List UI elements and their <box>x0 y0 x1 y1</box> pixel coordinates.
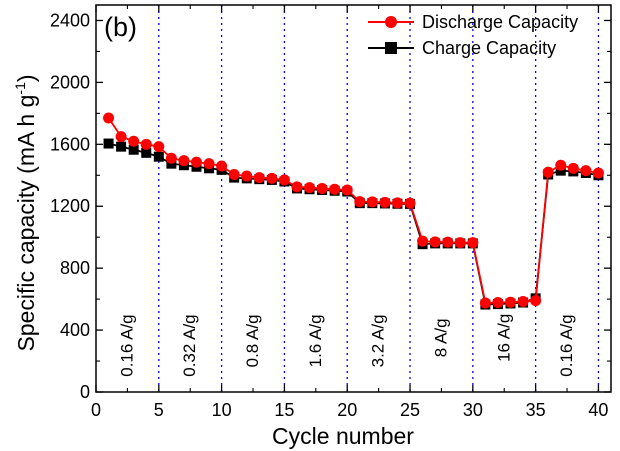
rate-label: 8 A/g <box>431 318 450 357</box>
x-tick-label: 30 <box>463 400 483 420</box>
data-point <box>278 174 290 186</box>
data-point <box>530 295 542 307</box>
data-point <box>316 182 328 194</box>
data-point <box>190 156 202 168</box>
data-point <box>492 297 504 309</box>
y-axis-title-superscript: -1 <box>12 82 28 95</box>
x-tick-label: 25 <box>400 400 420 420</box>
data-point <box>165 152 177 164</box>
x-tick-label: 35 <box>526 400 546 420</box>
data-point <box>115 131 127 143</box>
data-point <box>592 167 604 179</box>
data-point <box>454 237 466 249</box>
x-tick-label: 5 <box>154 400 164 420</box>
rate-label: 0.32 A/g <box>180 314 199 376</box>
data-point <box>505 296 517 308</box>
rate-label: 0.16 A/g <box>117 314 136 376</box>
y-axis-title-close: ) <box>13 74 39 82</box>
data-point <box>291 181 303 193</box>
y-axis-title: Specific capacity (mA h g-1) <box>12 74 39 351</box>
data-point <box>103 112 115 124</box>
data-point <box>228 169 240 181</box>
x-tick-label: 20 <box>337 400 357 420</box>
rate-label: 1.6 A/g <box>306 314 325 367</box>
data-point <box>354 196 366 208</box>
x-tick-label: 15 <box>274 400 294 420</box>
data-point <box>329 183 341 195</box>
data-point <box>141 147 152 158</box>
data-point <box>304 182 316 194</box>
data-point <box>128 135 140 147</box>
data-point <box>555 159 567 171</box>
legend: Discharge Capacity Charge Capacity <box>368 12 578 58</box>
data-point <box>216 160 228 172</box>
data-point <box>266 172 278 184</box>
rate-labels: 0.16 A/g 0.32 A/g 0.8 A/g 1.6 A/g 3.2 A/g 8 A… <box>117 314 576 377</box>
data-point <box>128 144 139 155</box>
data-point <box>567 162 579 174</box>
panel-label: (b) <box>104 12 137 42</box>
series-layer <box>103 112 604 310</box>
data-point <box>253 172 265 184</box>
data-point <box>153 141 165 153</box>
data-point <box>341 184 353 196</box>
data-point <box>467 237 479 249</box>
data-point <box>429 236 441 248</box>
y-tick-label: 2400 <box>50 10 90 30</box>
data-point <box>203 158 215 170</box>
data-point <box>379 196 391 208</box>
rate-label: 3.2 A/g <box>369 314 388 367</box>
y-tick-label: 2000 <box>50 72 90 92</box>
rate-label: 0.16 A/g <box>557 314 576 376</box>
series-discharge <box>103 112 604 309</box>
series-line <box>107 117 599 304</box>
y-tick-label: 1600 <box>50 134 90 154</box>
rate-label: 0.8 A/g <box>243 314 262 367</box>
legend-label-charge: Charge Capacity <box>422 38 556 58</box>
x-tick-label: 40 <box>588 400 608 420</box>
plot-frame <box>95 4 612 393</box>
legend-label-discharge: Discharge Capacity <box>422 12 578 32</box>
data-point <box>417 235 429 247</box>
data-point <box>442 236 454 248</box>
data-point <box>116 141 127 152</box>
y-tick-label: 1200 <box>50 196 90 216</box>
legend-marker-charge <box>385 42 397 54</box>
data-point <box>241 170 253 182</box>
data-point <box>404 197 416 209</box>
data-point <box>178 155 190 167</box>
y-tick-label: 0 <box>80 382 90 402</box>
data-point <box>153 151 164 162</box>
series-charge <box>103 138 604 310</box>
rate-label: 16 A/g <box>494 314 513 362</box>
data-point <box>542 166 554 178</box>
data-point <box>391 197 403 209</box>
data-point <box>479 297 491 309</box>
data-point <box>580 165 592 177</box>
data-point <box>140 138 152 150</box>
legend-marker-discharge <box>385 16 397 28</box>
x-tick-label: 0 <box>91 400 101 420</box>
data-point <box>366 196 378 208</box>
series-line <box>108 142 599 306</box>
y-axis-title-main: Specific capacity (mA h g <box>13 95 39 352</box>
data-point <box>517 295 529 307</box>
y-tick-label: 400 <box>60 320 90 340</box>
x-tick-label: 10 <box>212 400 232 420</box>
x-axis-title: Cycle number <box>272 423 414 449</box>
data-point <box>103 138 114 149</box>
y-tick-label: 800 <box>60 258 90 278</box>
